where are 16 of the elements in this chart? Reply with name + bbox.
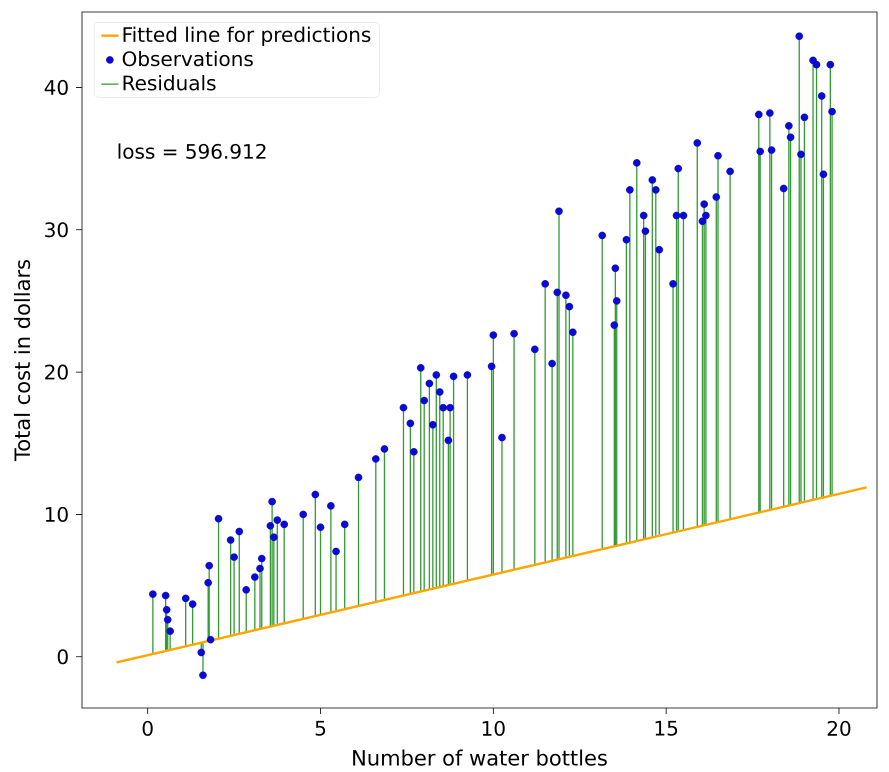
- legend-label: Residuals: [124, 74, 216, 90]
- annotation: loss = 596.912: [118, 143, 266, 159]
- x-axis-title: Number of water bottles: [353, 749, 607, 766]
- y-tick-label: 30: [45, 222, 68, 238]
- y-tick-label: 10: [46, 506, 68, 522]
- x-tick-label: 10: [482, 720, 505, 736]
- x-tick-label: 0: [142, 720, 153, 736]
- y-tick-label: 0: [58, 648, 68, 664]
- x-tick-label: 15: [656, 720, 678, 736]
- y-tick-label: 40: [44, 80, 68, 95]
- x-tick-label: 5: [316, 720, 326, 736]
- legend-label: Observations: [122, 50, 253, 66]
- y-tick-label: 20: [45, 364, 68, 380]
- legend-label: Fitted line for predictions: [124, 26, 370, 46]
- x-tick-label: 20: [828, 720, 850, 736]
- y-axis-title: Total cost in dollars: [14, 260, 30, 461]
